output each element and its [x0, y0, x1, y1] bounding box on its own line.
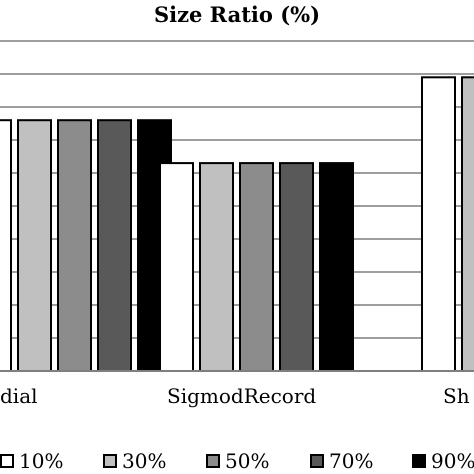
bar-medial-30 [17, 119, 52, 372]
legend-swatch-30 [103, 454, 117, 468]
legend-swatch-50 [206, 454, 220, 468]
chart-title: Size Ratio (%) [153, 2, 321, 27]
bar-sigmodrecord-70 [279, 162, 314, 372]
legend-swatch-90 [412, 454, 426, 468]
legend-swatch-10 [0, 454, 14, 468]
legend-swatch-70 [310, 454, 324, 468]
category-label-sigmodrecord: SigmodRecord [167, 384, 317, 408]
legend-label-90: 90% [431, 449, 474, 473]
category-label-sh: Sh [443, 384, 470, 408]
bar-sigmodrecord-50 [239, 162, 274, 372]
bar-sh-10 [421, 76, 456, 373]
bar-medial-10 [0, 119, 12, 372]
bar-medial-50 [57, 119, 92, 372]
legend-label-30: 30% [122, 449, 167, 473]
legend-label-10: 10% [19, 449, 64, 473]
legend: 10% 30% 50% 70% 90% [0, 449, 474, 474]
bar-sigmodrecord-10 [159, 162, 194, 372]
legend-label-50: 50% [225, 449, 270, 473]
bar-sigmodrecord-30 [199, 162, 234, 372]
bar-sigmodrecord-90 [319, 162, 354, 372]
bar-medial-70 [97, 119, 132, 372]
category-label-medial: dial [0, 384, 38, 408]
legend-label-70: 70% [329, 449, 374, 473]
bar-sh-30 [461, 76, 474, 373]
